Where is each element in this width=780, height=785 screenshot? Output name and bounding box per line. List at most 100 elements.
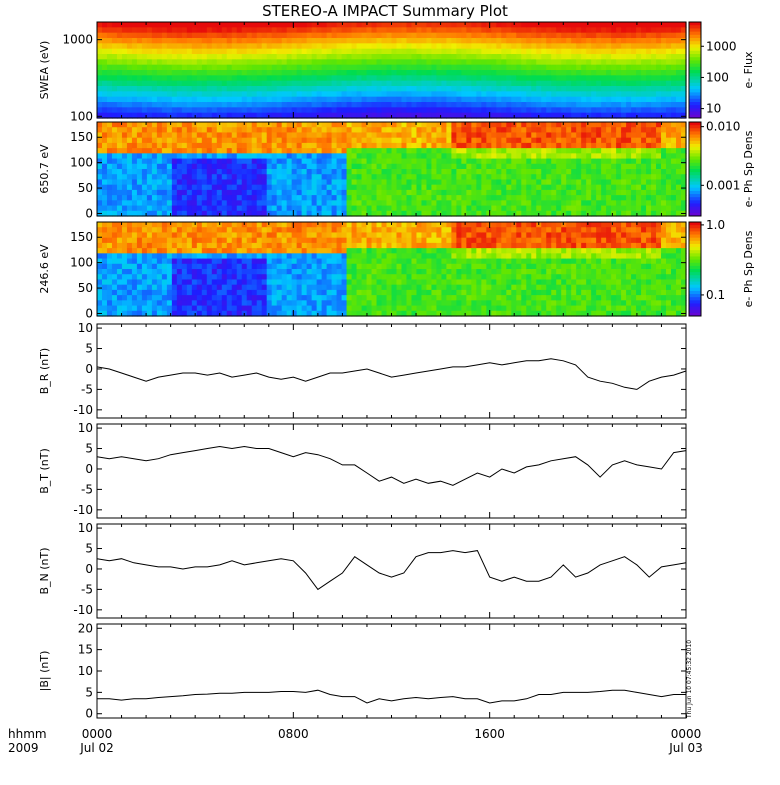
heat-cell (656, 153, 662, 159)
heat-cell (117, 285, 123, 291)
heat-cell (676, 127, 682, 133)
heat-cell (127, 232, 133, 238)
heat-cell (372, 97, 378, 103)
heat-cell (237, 86, 243, 92)
heat-cell (431, 200, 437, 206)
heat-cell (461, 148, 467, 154)
heat-cell (142, 159, 148, 165)
heat-cell (257, 132, 263, 138)
heat-cell (456, 159, 462, 165)
heat-cell (676, 91, 682, 97)
heat-cell (382, 49, 388, 55)
heat-cell (352, 200, 358, 206)
heat-cell (616, 132, 622, 138)
heat-cell (197, 132, 203, 138)
heat-cell (362, 143, 368, 149)
heat-cell (212, 75, 218, 81)
heat-cell (337, 200, 343, 206)
heat-cell (167, 259, 173, 265)
heat-cell (591, 91, 597, 97)
heat-cell (461, 59, 467, 65)
colorbar-step (689, 38, 701, 42)
heat-cell (377, 159, 383, 165)
heat-cell (491, 159, 497, 165)
heat-cell (456, 59, 462, 65)
heat-cell (127, 86, 133, 92)
heat-cell (396, 102, 402, 108)
heat-cell (102, 248, 108, 254)
heat-cell (476, 86, 482, 92)
heat-cell (312, 49, 318, 55)
heat-cell (297, 70, 303, 76)
heat-cell (197, 285, 203, 291)
heat-cell (636, 107, 642, 113)
heat-cell (287, 132, 293, 138)
heat-cell (601, 43, 607, 49)
heat-cell (277, 33, 283, 39)
heat-cell (102, 227, 108, 233)
heat-cell (167, 153, 173, 159)
heat-cell (332, 107, 338, 113)
heat-cell (591, 148, 597, 154)
heat-cell (262, 22, 268, 28)
colorbar-step (689, 194, 701, 198)
heat-cell (97, 264, 103, 270)
heat-cell (212, 138, 218, 144)
heat-cell (481, 38, 487, 44)
heat-cell (242, 306, 248, 312)
heat-cell (317, 164, 323, 170)
heat-cell (262, 65, 268, 71)
heat-cell (287, 179, 293, 185)
heat-cell (531, 153, 537, 159)
heat-cell (137, 102, 143, 108)
heat-cell (362, 148, 368, 154)
heat-cell (292, 65, 298, 71)
heat-cell (526, 59, 532, 65)
heat-cell (152, 253, 158, 259)
heat-cell (252, 159, 258, 165)
heat-cell (282, 54, 288, 60)
heat-cell (666, 91, 672, 97)
heat-cell (511, 169, 517, 175)
heat-cell (526, 107, 532, 113)
heat-cell (496, 138, 502, 144)
heat-cell (466, 33, 472, 39)
heat-cell (446, 75, 452, 81)
heat-cell (322, 70, 328, 76)
heat-cell (182, 38, 188, 44)
heat-cell (641, 122, 647, 128)
heat-cell (117, 81, 123, 87)
heat-cell (456, 81, 462, 87)
heat-cell (122, 143, 128, 149)
heat-cell (357, 179, 363, 185)
heat-cell (152, 169, 158, 175)
heat-cell (132, 86, 138, 92)
heat-cell (476, 132, 482, 138)
heat-cell (112, 169, 118, 175)
heat-cell (631, 59, 637, 65)
heat-cell (601, 91, 607, 97)
heat-cell (132, 264, 138, 270)
heat-cell (536, 200, 542, 206)
heat-cell (207, 148, 213, 154)
heat-cell (586, 75, 592, 81)
heat-cell (97, 49, 103, 55)
heat-cell (282, 159, 288, 165)
heat-cell (237, 43, 243, 49)
heat-cell (212, 107, 218, 113)
heat-cell (416, 54, 422, 60)
heat-cell (676, 54, 682, 60)
heat-cell (561, 132, 567, 138)
heat-cell (521, 70, 527, 76)
heat-cell (421, 22, 427, 28)
heat-cell (187, 222, 193, 228)
heat-cell (97, 227, 103, 233)
heat-cell (307, 33, 313, 39)
heat-cell (317, 59, 323, 65)
heat-cell (147, 274, 153, 280)
heat-cell (501, 27, 507, 33)
heat-cell (97, 290, 103, 296)
heat-cell (576, 86, 582, 92)
heat-cell (227, 174, 233, 180)
heat-cell (571, 200, 577, 206)
